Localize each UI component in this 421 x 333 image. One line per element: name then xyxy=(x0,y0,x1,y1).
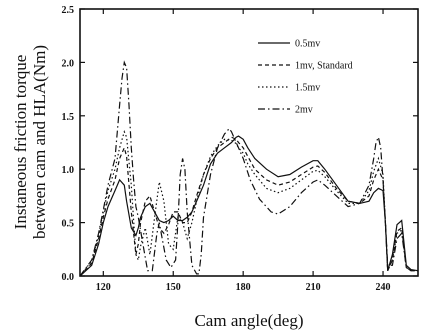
plot-frame xyxy=(79,8,419,277)
y-tick-label: 2.0 xyxy=(62,58,75,69)
x-axis-title: Cam angle(deg) xyxy=(194,311,303,330)
x-tick-label: 120 xyxy=(96,282,111,293)
x-tick-label: 150 xyxy=(166,282,181,293)
y-axis-title-line-1: Instaneous friction torque xyxy=(11,55,30,230)
y-tick-label: 2.5 xyxy=(62,5,75,16)
series-line-2 xyxy=(79,136,418,277)
series-line-3 xyxy=(79,130,418,277)
axis-ticks: 120 150 180 210 240 0.0 0.5 1.0 1.5 2.0 2.5 xyxy=(62,5,418,293)
x-tick-label: 180 xyxy=(236,282,251,293)
legend-label-2: 1mv, Standard xyxy=(295,61,353,72)
legend-label-3: 1.5mv xyxy=(295,83,320,94)
y-tick-label: 0.5 xyxy=(62,219,75,230)
y-tick-label: 0.0 xyxy=(62,272,75,283)
y-axis-title-line-2: between cam and HLA(Nm) xyxy=(30,45,49,239)
series-layer xyxy=(79,60,419,277)
y-tick-label: 1.5 xyxy=(62,112,75,123)
legend: 0.5mv 1mv, Standard 1.5mv 2mv xyxy=(258,39,353,116)
series-line-4 xyxy=(79,60,418,277)
x-tick-label: 240 xyxy=(376,282,391,293)
legend-label-4: 2mv xyxy=(295,105,313,116)
legend-label-1: 0.5mv xyxy=(295,39,320,50)
y-tick-label: 1.0 xyxy=(62,165,75,176)
x-tick-label: 210 xyxy=(306,282,321,293)
y-axis-title: Instaneous friction torque between cam a… xyxy=(11,45,49,239)
